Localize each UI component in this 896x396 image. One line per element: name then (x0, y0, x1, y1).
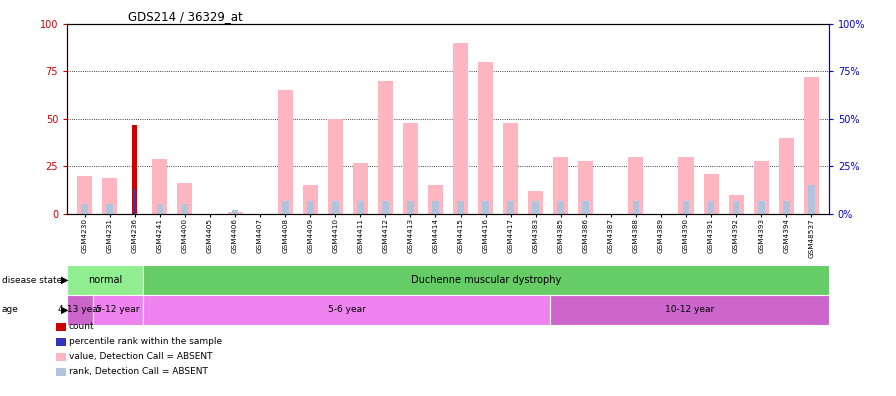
Bar (453, 43, 468, 214)
Bar (403, 123, 418, 214)
Bar (549, 295, 829, 325)
Bar (808, 185, 814, 214)
Bar (67, 265, 143, 295)
Bar (107, 204, 113, 214)
Bar (633, 200, 639, 214)
Bar (733, 200, 739, 214)
Bar (528, 191, 543, 214)
Bar (428, 185, 443, 214)
Bar (378, 81, 392, 214)
Bar (478, 62, 493, 214)
Text: 10-12 year: 10-12 year (665, 305, 714, 314)
Bar (152, 159, 168, 214)
Bar (482, 200, 489, 214)
Bar (457, 200, 464, 214)
Bar (407, 200, 414, 214)
Text: ▶: ▶ (61, 275, 68, 285)
Bar (133, 124, 137, 214)
Bar (532, 200, 539, 214)
Text: 4-13 year: 4-13 year (58, 305, 101, 314)
Bar (281, 200, 289, 214)
Bar (754, 161, 769, 214)
Bar (678, 157, 694, 214)
Bar (332, 200, 339, 214)
Bar (703, 174, 719, 214)
Text: percentile rank within the sample: percentile rank within the sample (69, 337, 222, 346)
Bar (758, 200, 764, 214)
Bar (232, 210, 238, 214)
Bar (582, 200, 590, 214)
Bar (92, 295, 143, 325)
Bar (67, 295, 92, 325)
Text: count: count (69, 322, 95, 331)
Text: rank, Detection Call = ABSENT: rank, Detection Call = ABSENT (69, 367, 208, 376)
Bar (357, 200, 364, 214)
Bar (353, 162, 368, 214)
Bar (306, 200, 314, 214)
Bar (228, 212, 243, 214)
Text: 5-6 year: 5-6 year (328, 305, 366, 314)
Bar (708, 200, 714, 214)
Bar (303, 185, 318, 214)
Bar (804, 77, 819, 214)
Bar (683, 200, 689, 214)
Bar (504, 123, 518, 214)
Bar (278, 90, 293, 214)
Text: 5-12 year: 5-12 year (96, 305, 140, 314)
Text: value, Detection Call = ABSENT: value, Detection Call = ABSENT (69, 352, 212, 361)
Bar (553, 157, 568, 214)
Bar (507, 200, 514, 214)
Bar (779, 138, 794, 214)
Bar (182, 204, 188, 214)
Bar (328, 119, 343, 214)
Text: age: age (2, 305, 19, 314)
Bar (157, 204, 163, 214)
Bar (783, 200, 789, 214)
Text: Duchenne muscular dystrophy: Duchenne muscular dystrophy (411, 275, 561, 285)
Bar (382, 200, 389, 214)
Bar (82, 204, 88, 214)
Bar (432, 200, 439, 214)
Bar (557, 200, 564, 214)
Bar (143, 295, 549, 325)
Bar (578, 161, 593, 214)
Bar (134, 189, 136, 214)
Text: GDS214 / 36329_at: GDS214 / 36329_at (128, 10, 243, 23)
Text: normal: normal (88, 275, 123, 285)
Text: ▶: ▶ (61, 305, 68, 315)
Text: disease state: disease state (2, 276, 62, 285)
Bar (628, 157, 643, 214)
Bar (177, 183, 193, 214)
Bar (102, 178, 117, 214)
Bar (77, 176, 92, 214)
Bar (728, 195, 744, 214)
